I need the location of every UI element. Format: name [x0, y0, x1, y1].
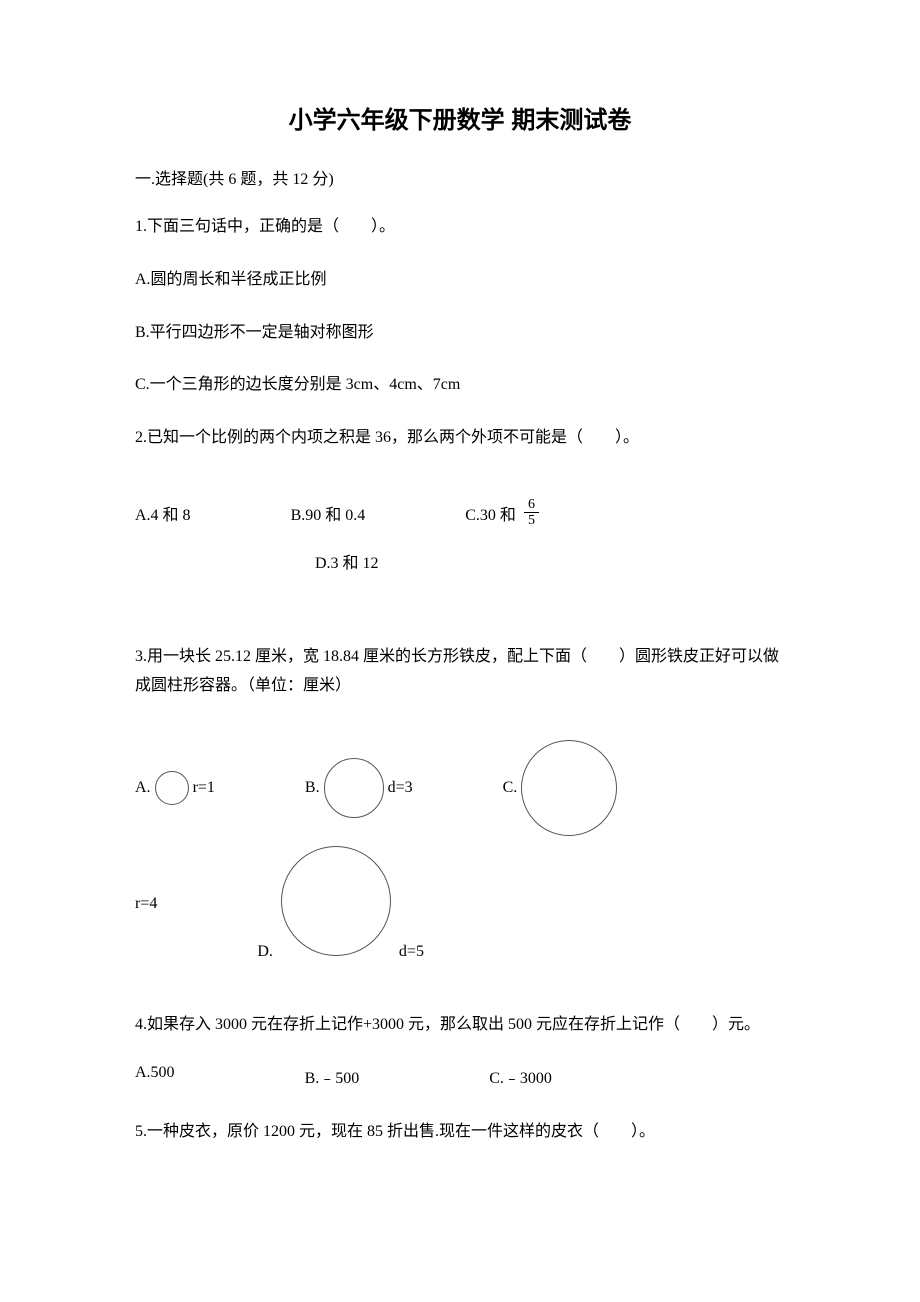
- q3-option-d-label: D.: [257, 943, 273, 960]
- q2-option-a-text: A.4 和 8: [135, 501, 191, 525]
- q3-option-a: A. r=1: [135, 771, 215, 805]
- q2-option-b: B.90 和 0.4: [291, 501, 366, 525]
- q4-option-a: A.500: [135, 1064, 175, 1088]
- q3-option-d: D. d=5: [257, 846, 424, 961]
- circle-a-icon: [155, 771, 189, 805]
- circle-c-icon: [521, 740, 617, 836]
- q3-option-a-label: A.: [135, 779, 151, 797]
- q4-options: A.500 B.﹣500 C.﹣3000: [135, 1064, 785, 1088]
- circle-d-icon: [281, 846, 391, 956]
- q3-option-b: B. d=3: [305, 758, 413, 818]
- q3-option-b-text: d=3: [388, 779, 413, 797]
- q1-text: 1.下面三句话中，正确的是（ ）。: [135, 213, 785, 242]
- q1-option-a: A.圆的周长和半径成正比例: [135, 266, 785, 295]
- q4-option-b: B.﹣500: [305, 1064, 360, 1088]
- q1-option-c: C.一个三角形的边长度分别是 3cm、4cm、7cm: [135, 371, 785, 400]
- q3-option-c-continued: r=4: [135, 895, 157, 913]
- q3-option-c-label: C.: [503, 779, 518, 797]
- q3-option-b-label: B.: [305, 779, 320, 797]
- q2-option-b-text: B.90 和 0.4: [291, 501, 366, 525]
- circle-b-icon: [324, 758, 384, 818]
- q3-options-row1: A. r=1 B. d=3 C.: [135, 740, 785, 836]
- q2-option-c: C.30 和 6 5: [465, 497, 539, 529]
- q2-options-row1: A.4 和 8 B.90 和 0.4 C.30 和 6 5: [135, 497, 785, 529]
- q3-option-c: C.: [503, 740, 622, 836]
- q2-options-row2: D.3 和 12: [315, 549, 785, 573]
- q1-option-b: B.平行四边形不一定是轴对称图形: [135, 319, 785, 348]
- q4-option-c: C.﹣3000: [489, 1064, 552, 1088]
- q2-option-d: D.3 和 12: [315, 549, 379, 573]
- q2-option-c-fraction: 6 5: [524, 497, 539, 529]
- section-header: 一.选择题(共 6 题，共 12 分): [135, 165, 785, 189]
- q3-options-row2: r=4 D. d=5: [135, 846, 785, 961]
- q3-option-c-cont-text: r=4: [135, 895, 157, 912]
- fraction-denominator: 5: [524, 513, 539, 528]
- q3-option-a-text: r=1: [193, 779, 215, 797]
- q2-option-c-prefix: C.30 和: [465, 501, 516, 525]
- q2-option-a: A.4 和 8: [135, 501, 191, 525]
- fraction-numerator: 6: [524, 497, 539, 513]
- q3-option-d-text: d=5: [399, 943, 424, 960]
- q4-text: 4.如果存入 3000 元在存折上记作+3000 元，那么取出 500 元应在存…: [135, 1011, 785, 1040]
- q5-text: 5.一种皮衣，原价 1200 元，现在 85 折出售.现在一件这样的皮衣（ ）。: [135, 1118, 785, 1147]
- q2-text: 2.已知一个比例的两个内项之积是 36，那么两个外项不可能是（ ）。: [135, 424, 785, 453]
- q3-text: 3.用一块长 25.12 厘米，宽 18.84 厘米的长方形铁皮，配上下面（ ）…: [135, 643, 785, 701]
- page-title: 小学六年级下册数学 期末测试卷: [135, 100, 785, 135]
